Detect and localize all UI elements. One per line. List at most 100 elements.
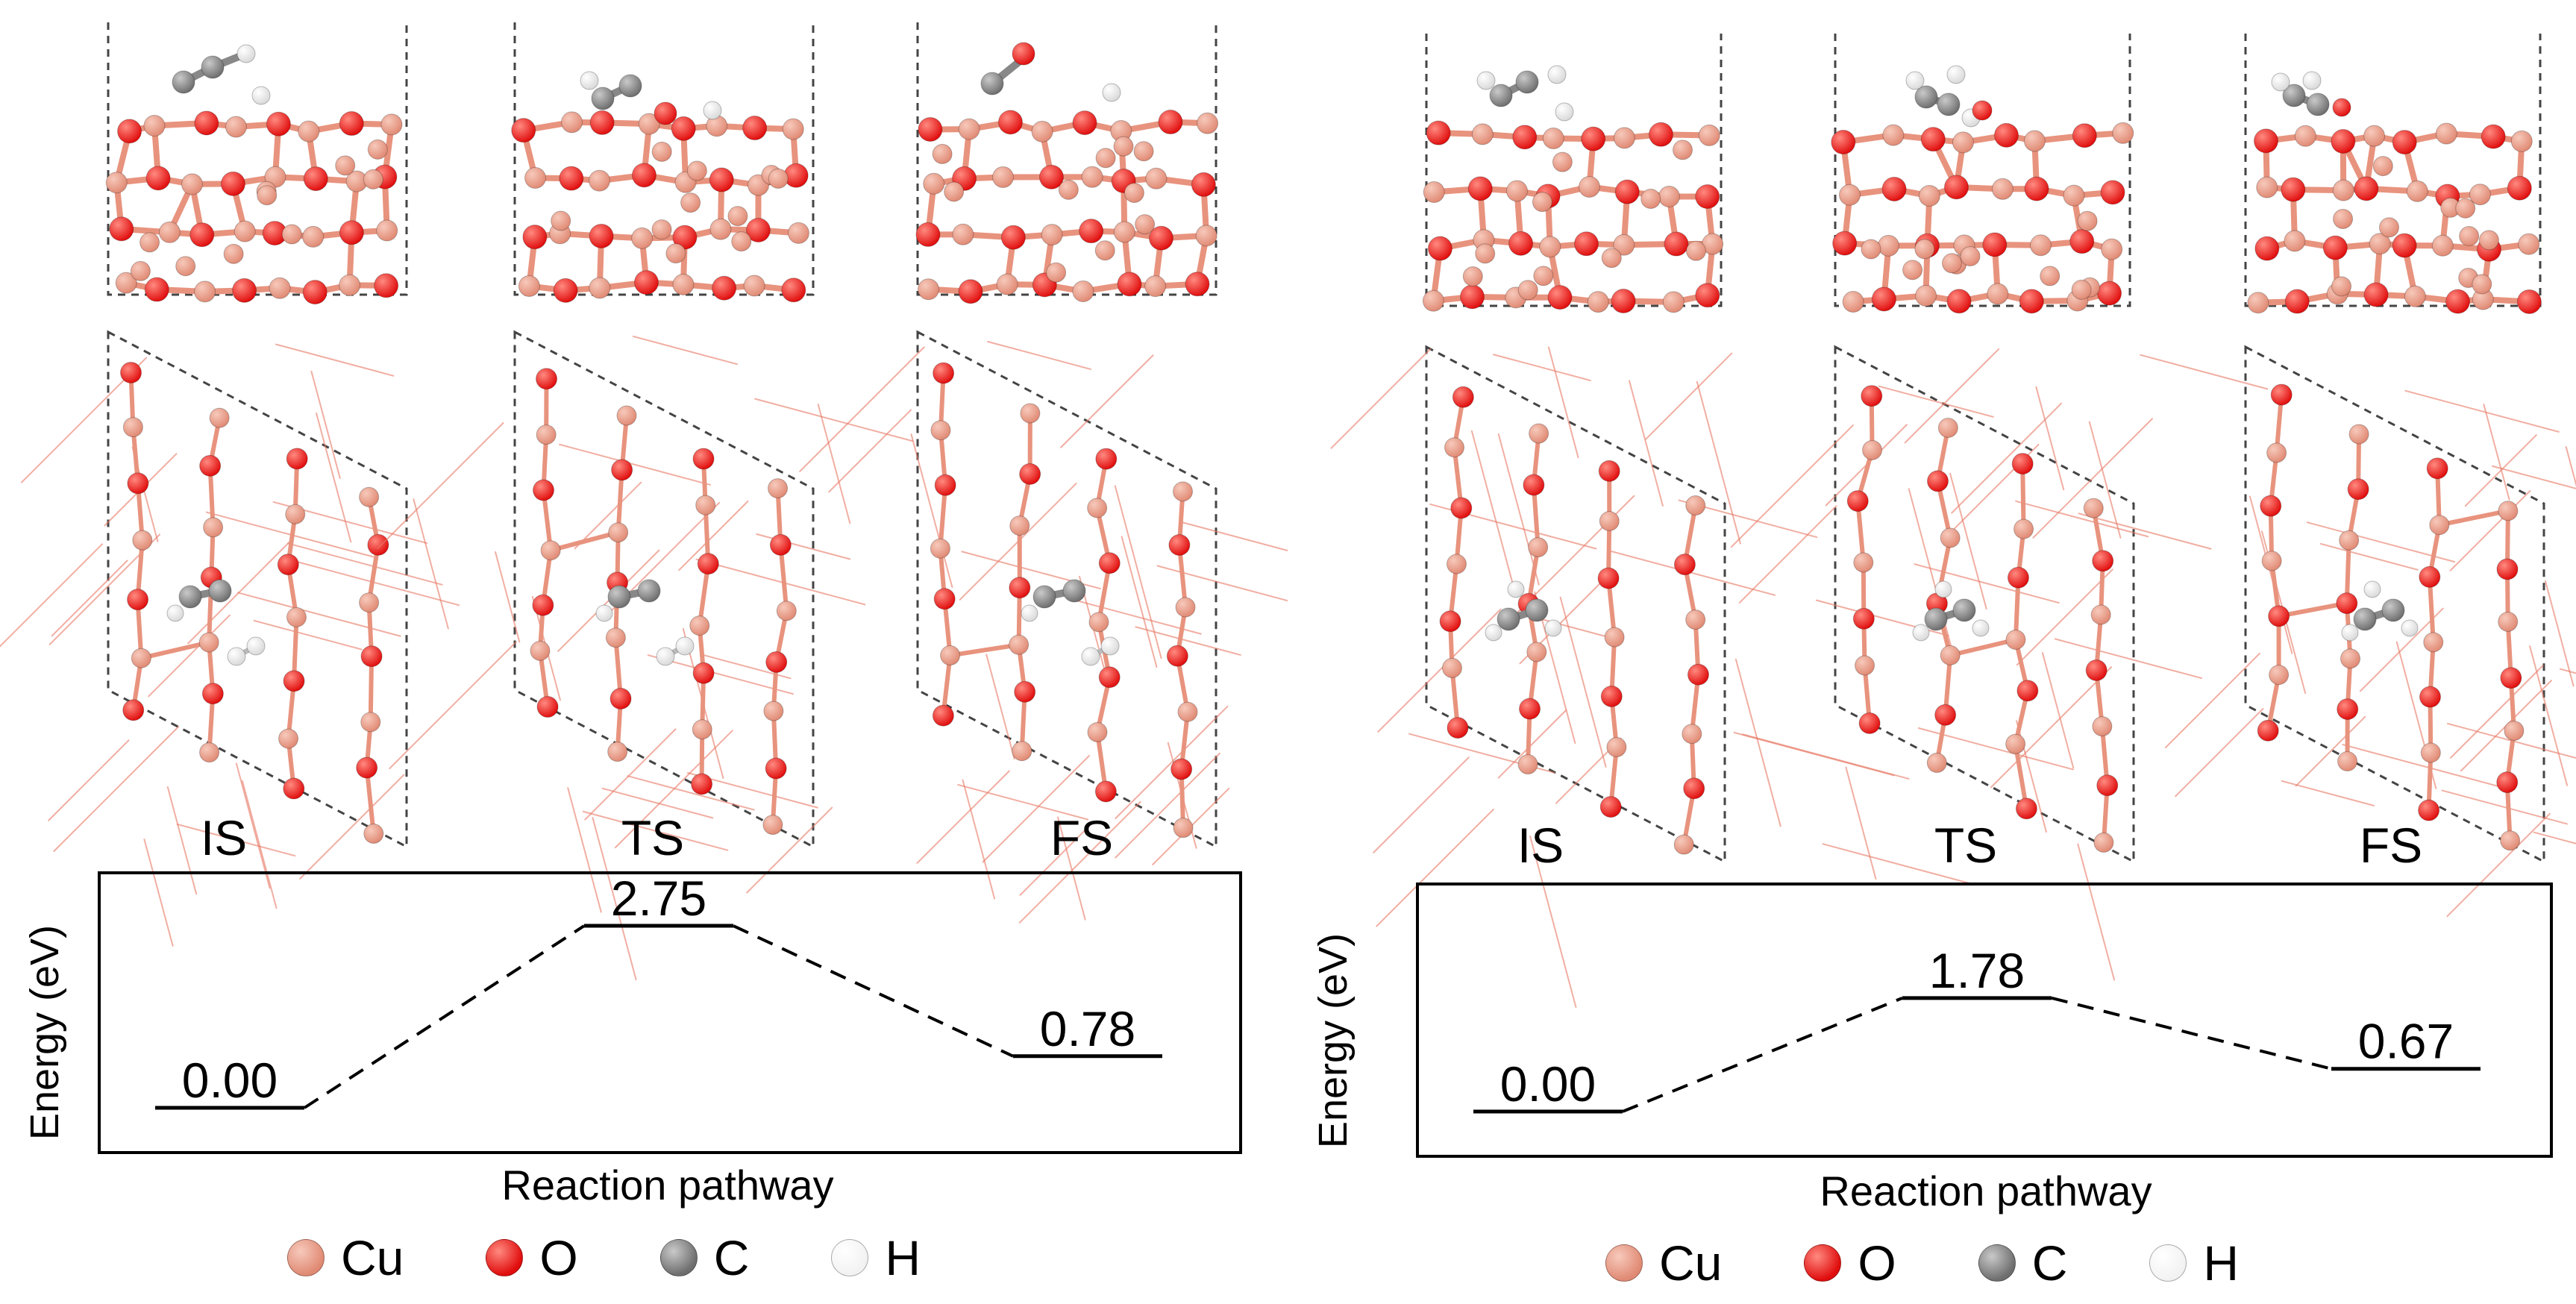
lattice-line: [1115, 705, 1229, 820]
cu-atom: [1012, 741, 1032, 762]
structure-is: [1422, 34, 1724, 314]
o-atom: [1846, 490, 1869, 512]
lattice-line: [1822, 843, 1976, 886]
o-atom: [934, 474, 956, 496]
cu-atom: [2261, 551, 2282, 571]
cu-atom: [709, 218, 732, 240]
top-view-is: [1330, 345, 1910, 1008]
lattice-line: [1696, 380, 1741, 545]
cu-atom: [2435, 122, 2457, 145]
lattice-line: [567, 787, 602, 913]
cu-atom: [1532, 192, 1552, 213]
o-atom: [2500, 667, 2522, 689]
o-atom: [918, 116, 943, 142]
h-atom: [1021, 604, 1038, 622]
state-label-is: IS: [1517, 818, 1564, 873]
cu-atom: [2510, 130, 2533, 152]
h-atom: [1102, 83, 1121, 102]
o-atom: [1009, 577, 1031, 599]
cu-atom: [1587, 291, 1609, 313]
cu-atom: [689, 615, 710, 636]
cu-atom: [359, 592, 380, 613]
o-atom: [589, 223, 614, 248]
o-atom: [1982, 232, 2008, 257]
o-atom: [2516, 289, 2542, 314]
o-atom: [745, 218, 771, 243]
cu-atom: [2423, 632, 2444, 653]
cu-atom: [1991, 178, 2014, 200]
o-atom: [1581, 126, 1606, 151]
cu-atom: [339, 274, 361, 296]
lattice-line: [828, 409, 912, 493]
structure-ts: [1831, 34, 2134, 314]
lattice-line: [2281, 780, 2375, 806]
cu-atom: [782, 118, 804, 140]
lattice-line: [987, 340, 1091, 370]
o-atom: [1426, 120, 1451, 145]
legend-label-h: H: [2203, 1235, 2240, 1291]
h-atom: [166, 604, 184, 622]
o-atom: [589, 110, 615, 135]
cu-atom: [1533, 266, 1554, 286]
h-atom: [1972, 619, 1990, 637]
o-atom: [691, 773, 713, 795]
lattice-line: [2446, 812, 2551, 918]
cu-atom: [1539, 236, 1561, 258]
lattice-line: [1607, 549, 1776, 596]
top-view-fs: [2164, 345, 2576, 918]
cu-atom: [1952, 131, 1974, 154]
lattice-line: [1949, 472, 1987, 609]
h-atom: [656, 647, 675, 666]
o-atom-icon: [1804, 1244, 1842, 1282]
cu-atom: [1444, 437, 1465, 458]
legend-label-cu: Cu: [341, 1230, 404, 1285]
lattice-line: [1018, 800, 1141, 924]
o-atom: [1832, 231, 1858, 256]
legend-item-cu: Cu: [1605, 1235, 1722, 1291]
cu-atom: [1529, 423, 1549, 444]
lattice-line: [205, 511, 375, 558]
lattice-line: [1529, 836, 1577, 1008]
o-atom: [2270, 383, 2293, 406]
o-atom: [339, 111, 364, 137]
structure-fs: [2244, 34, 2542, 314]
cu-atom-icon: [287, 1239, 325, 1276]
legend: Cu O C H: [1605, 1235, 2321, 1291]
o-atom: [1171, 758, 1193, 780]
h-atom: [1476, 71, 1496, 90]
cu-atom: [1113, 221, 1135, 243]
cu-atom: [1882, 124, 1905, 146]
cu-o-bond: [938, 483, 948, 551]
cu-atom: [932, 143, 953, 164]
cu-atom: [115, 272, 137, 294]
cu-atom: [1940, 645, 1961, 665]
structures-right: 0.00 1.78 0.67: [1330, 34, 2576, 1158]
cu-atom: [2431, 234, 2454, 257]
c-atom: [172, 70, 195, 94]
cu-atom: [1877, 234, 1899, 257]
cu-atom: [1517, 280, 1538, 301]
o-atom: [2254, 236, 2280, 261]
cell-boundary: [1834, 34, 2131, 307]
o-atom: [1519, 698, 1541, 720]
o-atom: [1158, 110, 1183, 135]
o-atom: [1439, 610, 1461, 633]
lattice-line: [910, 433, 953, 589]
o-atom: [1858, 712, 1881, 734]
cu-atom: [787, 222, 809, 244]
lattice-line: [1114, 485, 1162, 659]
lattice-line: [389, 641, 517, 770]
o-atom: [109, 216, 134, 242]
cu-atom: [2340, 648, 2361, 669]
c-atom: [980, 72, 1004, 95]
h-atom-icon: [831, 1239, 869, 1276]
cu-atom: [1658, 186, 1680, 208]
cu-atom: [672, 273, 695, 295]
o-atom: [2332, 98, 2351, 117]
cu-atom: [2331, 276, 2352, 297]
o-atom: [303, 166, 328, 192]
h-atom: [236, 44, 256, 63]
cu-atom: [1094, 240, 1115, 261]
cu-atom: [1009, 515, 1030, 536]
cu-atom: [1685, 609, 1706, 630]
